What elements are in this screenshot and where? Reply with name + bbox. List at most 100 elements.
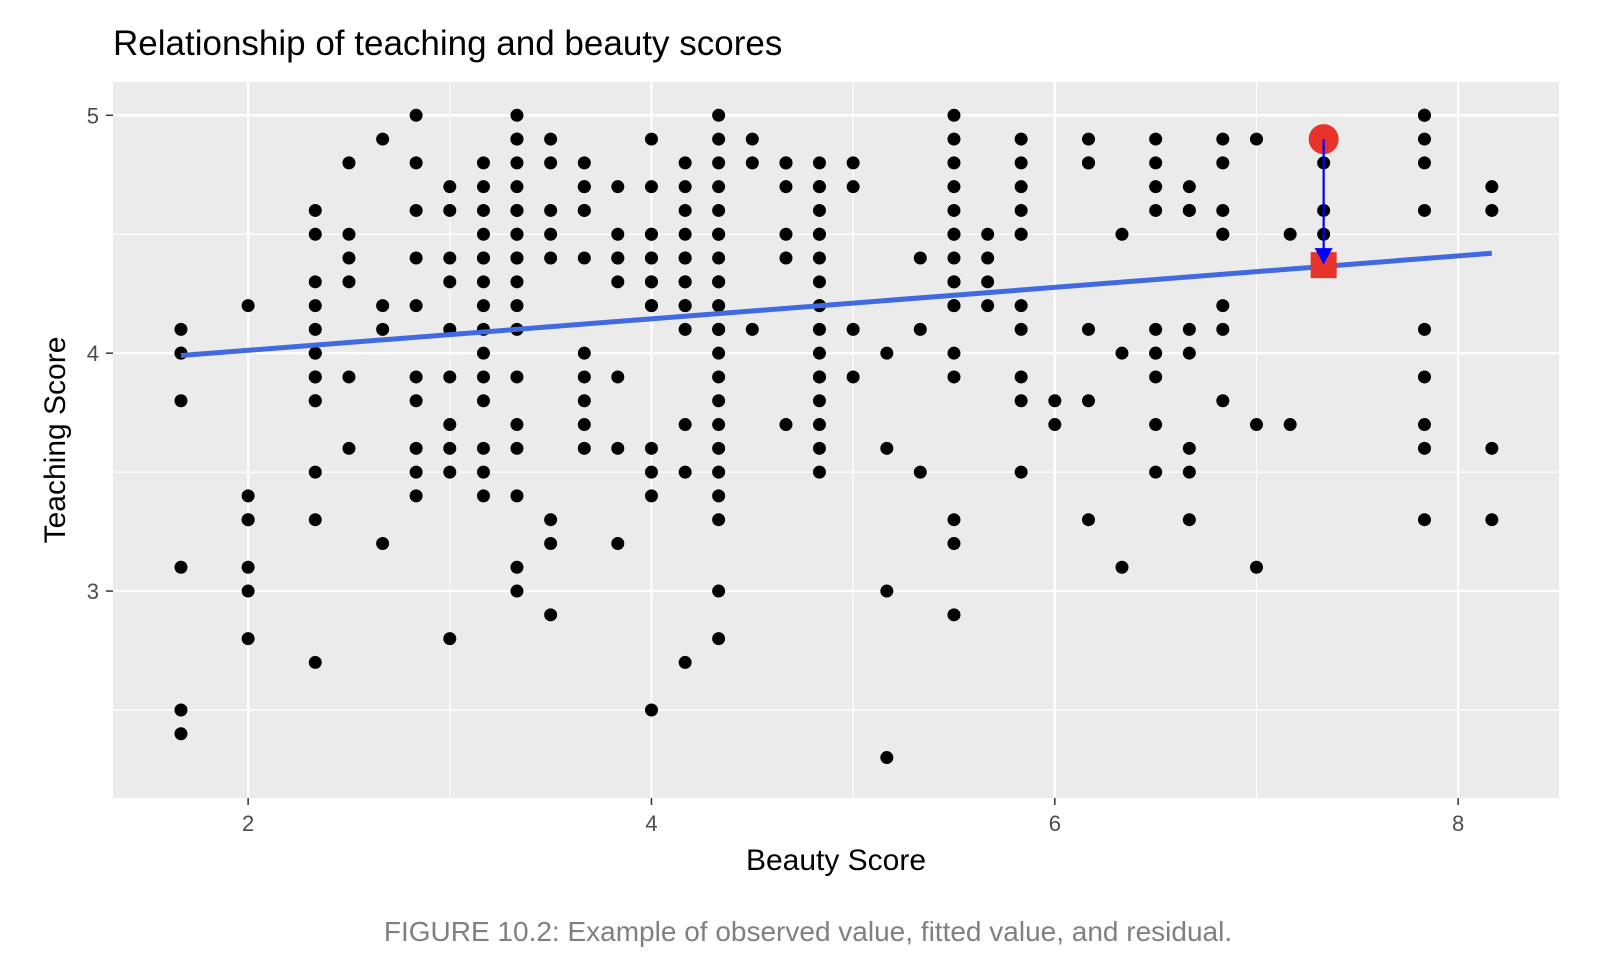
data-point xyxy=(476,346,490,360)
data-point xyxy=(1014,322,1028,336)
data-point xyxy=(544,608,558,622)
data-point xyxy=(1485,180,1499,194)
data-point xyxy=(1081,394,1095,408)
data-point xyxy=(443,441,457,455)
overlay xyxy=(180,124,1493,359)
data-point xyxy=(712,632,726,646)
data-point xyxy=(947,203,961,217)
data-point xyxy=(476,489,490,503)
data-point xyxy=(712,418,726,432)
data-point xyxy=(611,536,625,550)
data-point xyxy=(241,489,255,503)
data-point xyxy=(1014,465,1028,479)
data-point xyxy=(409,108,423,122)
data-point xyxy=(174,703,188,717)
data-point xyxy=(947,299,961,313)
data-point xyxy=(644,703,658,717)
data-point xyxy=(712,370,726,384)
data-point xyxy=(745,156,759,170)
data-point xyxy=(1417,418,1431,432)
data-point xyxy=(577,203,591,217)
data-point xyxy=(812,203,826,217)
figure-caption: FIGURE 10.2: Example of observed value, … xyxy=(383,916,1233,947)
data-point xyxy=(644,489,658,503)
data-point xyxy=(577,156,591,170)
data-point xyxy=(308,655,322,669)
data-point xyxy=(981,299,995,313)
data-point xyxy=(1216,227,1230,241)
data-point xyxy=(846,322,860,336)
data-point xyxy=(342,275,356,289)
data-point xyxy=(745,132,759,146)
data-point xyxy=(510,132,524,146)
data-point xyxy=(174,394,188,408)
data-point xyxy=(577,441,591,455)
plot-panel xyxy=(113,82,1559,798)
data-point xyxy=(880,584,894,598)
data-point xyxy=(712,299,726,313)
data-point xyxy=(1417,370,1431,384)
data-point xyxy=(376,299,390,313)
data-point xyxy=(913,251,927,265)
x-tick-label: 2 xyxy=(242,811,254,836)
data-point xyxy=(476,370,490,384)
residual-arrow-head xyxy=(1314,248,1333,265)
data-point xyxy=(1149,418,1163,432)
data-point xyxy=(443,203,457,217)
data-point xyxy=(476,203,490,217)
data-point xyxy=(241,560,255,574)
data-point xyxy=(1182,346,1196,360)
data-point xyxy=(510,108,524,122)
data-point xyxy=(1081,132,1095,146)
data-point xyxy=(376,322,390,336)
data-point xyxy=(409,489,423,503)
data-point xyxy=(611,370,625,384)
data-point xyxy=(510,441,524,455)
data-point xyxy=(678,227,692,241)
data-point xyxy=(409,465,423,479)
data-point xyxy=(812,156,826,170)
data-point xyxy=(779,180,793,194)
data-point xyxy=(779,227,793,241)
data-point xyxy=(544,536,558,550)
data-point xyxy=(409,299,423,313)
data-point xyxy=(544,156,558,170)
data-point xyxy=(1417,132,1431,146)
data-point xyxy=(1182,203,1196,217)
data-point xyxy=(510,584,524,598)
data-point xyxy=(308,346,322,360)
data-point xyxy=(947,251,961,265)
data-point xyxy=(812,370,826,384)
data-point xyxy=(409,441,423,455)
data-point xyxy=(779,251,793,265)
data-point xyxy=(1014,227,1028,241)
x-axis-title: Beauty Score xyxy=(746,844,926,877)
data-point xyxy=(510,156,524,170)
data-point xyxy=(947,536,961,550)
data-point xyxy=(1485,441,1499,455)
data-point xyxy=(678,418,692,432)
data-point xyxy=(476,227,490,241)
data-point xyxy=(443,251,457,265)
data-point xyxy=(812,322,826,336)
data-point xyxy=(1216,156,1230,170)
data-point xyxy=(1417,441,1431,455)
data-point xyxy=(241,584,255,598)
data-point xyxy=(1249,418,1263,432)
data-point xyxy=(947,346,961,360)
data-point xyxy=(812,275,826,289)
data-point xyxy=(1081,322,1095,336)
data-point xyxy=(678,156,692,170)
data-point xyxy=(308,275,322,289)
data-point xyxy=(510,489,524,503)
data-point xyxy=(947,608,961,622)
data-point xyxy=(544,203,558,217)
data-point xyxy=(510,299,524,313)
data-point xyxy=(712,441,726,455)
data-point xyxy=(577,418,591,432)
data-point xyxy=(308,370,322,384)
data-point xyxy=(611,251,625,265)
data-point xyxy=(644,465,658,479)
data-point xyxy=(644,441,658,455)
